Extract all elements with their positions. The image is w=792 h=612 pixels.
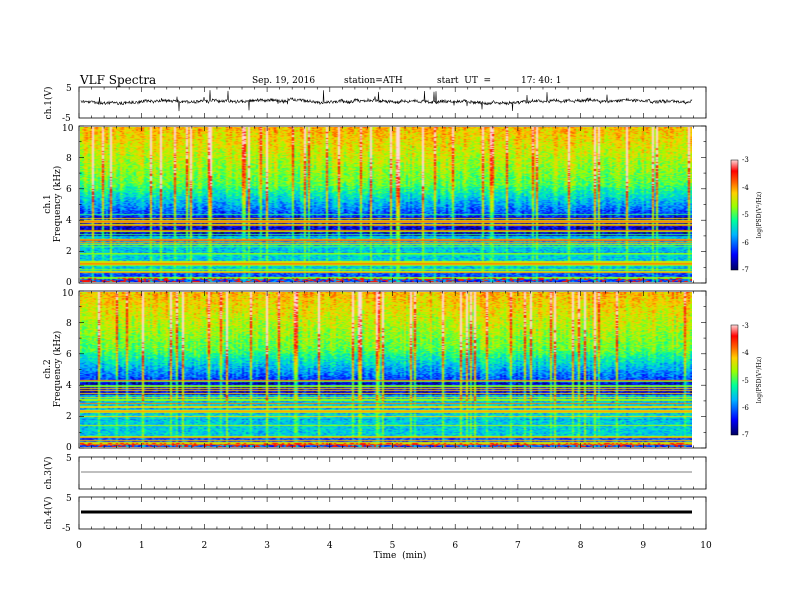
ch1-ylabel: ch.1(V) [43,87,54,120]
spec2-ylabel: Frequency (kHz) [52,331,63,408]
spec2-ylabel-channel: ch.2 [43,359,53,378]
x-tick-labels: 0 1 2 3 4 5 6 7 8 9 10 [76,541,712,551]
colorbar-1-tick-m7: -7 [742,266,749,274]
spec1-ytick-6: 6 [66,185,72,195]
colorbar-2-tick-m7: -7 [742,431,749,439]
station-label: station=ATH [344,76,403,86]
ch1-ytick-bottom: -5 [62,114,71,124]
xtick-3: 3 [264,541,270,551]
ch4-ytick-top: 5 [66,494,72,504]
xtick-9: 9 [640,541,646,551]
spec2-ytick-0: 0 [66,443,72,453]
spectrogram-2-panel [78,290,707,449]
colorbar-2: -3 -4 -5 -6 -7 log(PSD(V²/Hz) [730,322,763,439]
spec2-ytick-6: 6 [66,350,72,360]
y-tick-labels: 5 -5 10 8 6 4 2 0 10 8 6 4 2 0 5 5 -5 [62,84,74,534]
spec1-ytick-8: 8 [66,154,72,164]
figure-title: VLF Spectra [79,73,156,87]
xtick-7: 7 [515,541,521,551]
colorbar-2-gradient [730,324,739,436]
colorbar-1-gradient [730,159,739,271]
spec1-ytick-4: 4 [66,216,72,226]
xtick-8: 8 [578,541,584,551]
ch1-waveform-line [80,90,693,112]
spec2-ytick-2: 2 [66,412,72,422]
ch4-ylabel: ch.4(V) [43,497,54,530]
xtick-10: 10 [700,541,712,551]
ch1-ytick-top: 5 [66,84,72,94]
spec2-ytick-4: 4 [66,381,72,391]
colorbar-1-tick-m6: -6 [742,239,749,247]
colorbar-2-tick-m4: -4 [742,349,749,357]
xtick-1: 1 [139,541,145,551]
spec2-ytick-8: 8 [66,319,72,329]
xtick-0: 0 [76,541,82,551]
colorbar-2-tick-m6: -6 [742,404,749,412]
ch4-ytick-bottom: -5 [62,524,71,534]
spec1-ytick-0: 0 [66,278,72,288]
spec2-ytick-10: 10 [62,289,74,299]
spectrogram-1-image [80,127,692,282]
x-axis-label: Time (min) [374,550,427,561]
ch3-ylabel: ch.3(V) [43,457,54,490]
ch3-ytick-top: 5 [66,454,72,464]
start-time: 17: 40: 1 [521,76,561,86]
spec1-ytick-2: 2 [66,247,72,257]
spec1-ylabel: Frequency (kHz) [52,166,63,243]
colorbar-1-tick-m5: -5 [742,211,749,219]
colorbar-1-tick-m4: -4 [742,184,749,192]
start-label: start UT = [437,76,491,86]
colorbar-1-tick-m3: -3 [742,156,749,164]
colorbar-2-tick-m3: -3 [742,322,749,330]
axis-ticks [78,87,707,529]
xtick-2: 2 [202,541,208,551]
xtick-6: 6 [452,541,458,551]
spectrogram-1-panel [78,125,707,284]
xtick-4: 4 [327,541,333,551]
colorbar-1: -3 -4 -5 -6 -7 log(PSD(V²/Hz) [730,156,763,274]
spectrogram-2-image [80,292,692,447]
colorbar-1-label: log(PSD(V²/Hz) [756,192,763,239]
xtick-5: 5 [390,541,396,551]
colorbar-2-tick-m5: -5 [742,377,749,385]
colorbar-2-label: log(PSD(V²/Hz) [756,357,763,404]
spec1-ytick-10: 10 [62,124,74,134]
date-label: Sep. 19, 2016 [252,76,315,86]
spec1-ylabel-channel: ch.1 [43,194,53,213]
